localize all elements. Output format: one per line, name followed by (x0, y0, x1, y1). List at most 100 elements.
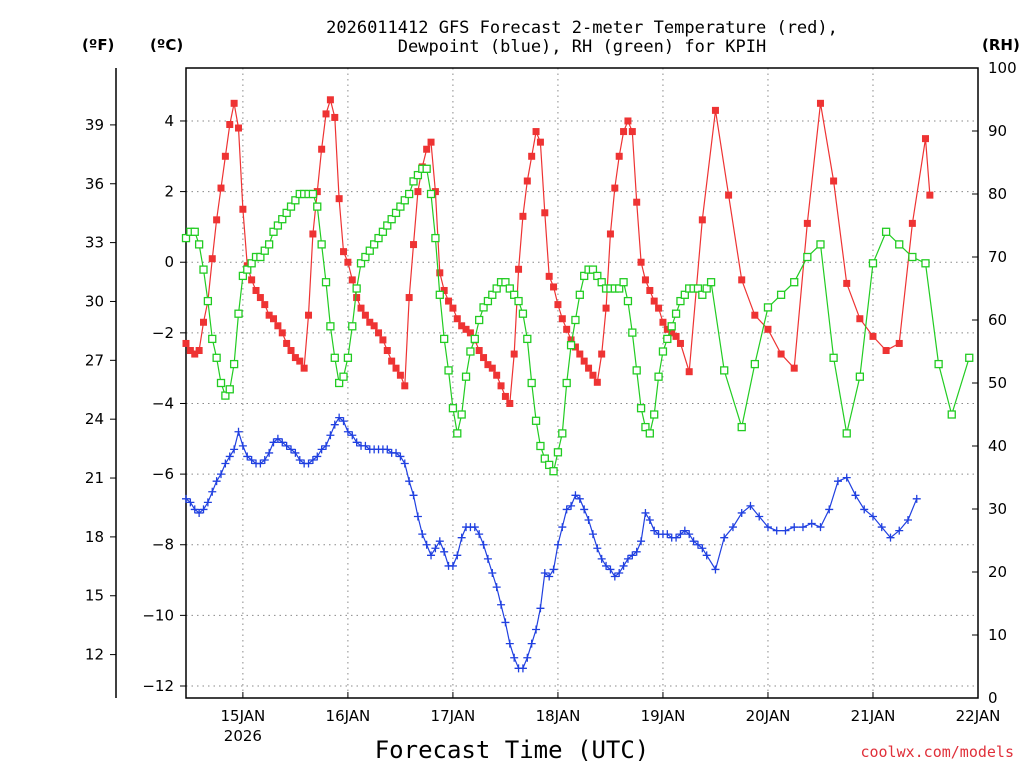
temperature-point (335, 195, 343, 203)
temperature-point (296, 357, 304, 365)
rh-point (466, 347, 475, 356)
dewpoint-point (746, 501, 755, 510)
dewpoint-point (339, 417, 348, 426)
dewpoint-point (860, 505, 869, 514)
rh-point (505, 284, 514, 293)
rh-point (321, 278, 331, 287)
temperature-point (563, 325, 571, 333)
dewpoint-point (199, 505, 208, 514)
temperature-point (392, 364, 400, 372)
celsius-tick-label: −6 (152, 465, 174, 483)
dewpoint-point (842, 473, 851, 482)
temperature-point (663, 325, 671, 333)
dewpoint-point (392, 448, 401, 457)
temperature-point (869, 332, 877, 340)
rh-point (426, 189, 436, 199)
dewpoint-point (676, 530, 685, 539)
dewpoint-point (427, 551, 436, 560)
dewpoint-point (409, 491, 418, 500)
temperature-point (208, 255, 216, 263)
temperature-point (567, 336, 575, 344)
rh-point (562, 378, 571, 388)
dewpoint-point (208, 487, 217, 496)
temperature-point (895, 339, 903, 347)
rh-point (208, 334, 217, 344)
x-axis-label: Forecast Time (UTC) (375, 736, 650, 764)
temperature-point (602, 304, 610, 312)
rh-point (693, 284, 703, 293)
rh-point (501, 278, 510, 287)
temperature-point (423, 145, 431, 153)
dewpoint-point (825, 505, 834, 514)
dewpoint-point (593, 544, 602, 553)
temperature-point (256, 294, 264, 302)
rh-point (234, 309, 243, 318)
temperature-point (725, 191, 733, 199)
dewpoint-point (628, 551, 637, 560)
temperature-point (908, 219, 916, 227)
rh-point (549, 467, 558, 476)
temperature-point (620, 128, 628, 136)
dewpoint-point (602, 561, 611, 570)
rh-point (536, 441, 545, 451)
rh-tick-label: 80 (988, 185, 1007, 203)
fahrenheit-tick-label: 36 (85, 175, 104, 193)
dewpoint-point (641, 508, 650, 517)
dewpoint-point (685, 530, 694, 539)
temperature-point (436, 269, 444, 277)
temperature-point (383, 347, 391, 355)
rh-tick-label: 20 (988, 563, 1007, 581)
celsius-tick-label: −2 (152, 324, 174, 342)
dewpoint-point (497, 600, 506, 609)
dewpoint-point (352, 438, 361, 447)
x-tick-label: 22JAN (956, 707, 1001, 725)
rh-point (190, 227, 199, 236)
dewpoint-point (540, 568, 549, 577)
rh-point (921, 259, 930, 268)
series-dewpoint (182, 413, 921, 673)
rh-point (615, 284, 624, 293)
rh-point (558, 429, 567, 438)
dewpoint-point (737, 508, 746, 517)
dewpoint-point (903, 516, 912, 525)
temperature-point (427, 138, 435, 146)
temperature-point (738, 276, 746, 284)
rh-point (628, 328, 637, 337)
dewpoint-point (483, 554, 492, 563)
rh-point (378, 227, 388, 236)
rh-point (203, 296, 213, 306)
dewpoint-point (230, 445, 239, 454)
fahrenheit-tick-labels: 39 36 33 30 27 24 21 18 15 12 (85, 116, 104, 664)
rh-point (269, 227, 278, 236)
dewpoint-point (457, 533, 466, 542)
x-tick-label: 20JAN (746, 707, 791, 725)
rh-point (365, 246, 374, 255)
dewpoint-point (448, 561, 457, 570)
temperature-point (226, 121, 234, 129)
temperature-point (466, 329, 474, 337)
dewpoint-point (728, 523, 737, 532)
rh-point (553, 448, 563, 457)
dewpoint-point (501, 618, 510, 627)
rh-point (457, 410, 466, 419)
temperature-point (396, 371, 404, 379)
fahrenheit-tick-label: 18 (85, 528, 104, 546)
fahrenheit-tick-label: 30 (85, 292, 104, 310)
temperature-point (248, 276, 256, 284)
rh-point (339, 372, 348, 381)
temperature-point (523, 177, 531, 185)
x-tick-label: 17JAN (431, 707, 476, 725)
chart-title-line1: 2026011412 GFS Forecast 2-meter Temperat… (326, 18, 838, 38)
temperature-point (410, 241, 418, 249)
rh-point (470, 334, 479, 344)
rh-point (566, 341, 576, 350)
dewpoint-point (243, 452, 252, 461)
temperature-point (519, 212, 527, 220)
dewpoint-point (383, 445, 392, 454)
temperature-point (309, 230, 317, 238)
temperature-point (291, 354, 299, 362)
rh-point (238, 271, 248, 281)
dewpoint-point (553, 540, 562, 549)
temperature-point (554, 301, 562, 309)
